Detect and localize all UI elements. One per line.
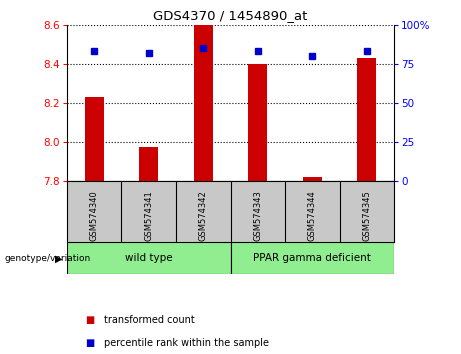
- Text: PPAR gamma deficient: PPAR gamma deficient: [254, 253, 371, 263]
- Text: ■: ■: [85, 315, 95, 325]
- Text: GSM574345: GSM574345: [362, 190, 372, 241]
- Text: GSM574344: GSM574344: [308, 190, 317, 241]
- Text: transformed count: transformed count: [104, 315, 195, 325]
- Bar: [248, 64, 267, 181]
- Text: genotype/variation: genotype/variation: [5, 254, 91, 263]
- Bar: [194, 25, 213, 181]
- Bar: [67, 242, 230, 274]
- Text: wild type: wild type: [125, 253, 172, 263]
- Bar: [357, 58, 377, 181]
- Text: ▶: ▶: [55, 253, 63, 263]
- Bar: [139, 147, 158, 181]
- Text: GSM574341: GSM574341: [144, 190, 153, 241]
- Bar: [303, 177, 322, 181]
- Bar: [230, 242, 394, 274]
- Title: GDS4370 / 1454890_at: GDS4370 / 1454890_at: [154, 9, 307, 22]
- Text: GSM574342: GSM574342: [199, 190, 208, 241]
- Text: GSM574343: GSM574343: [253, 190, 262, 241]
- Text: percentile rank within the sample: percentile rank within the sample: [104, 338, 269, 348]
- Text: ■: ■: [85, 338, 95, 348]
- Bar: [84, 97, 104, 181]
- Text: GSM574340: GSM574340: [89, 190, 99, 241]
